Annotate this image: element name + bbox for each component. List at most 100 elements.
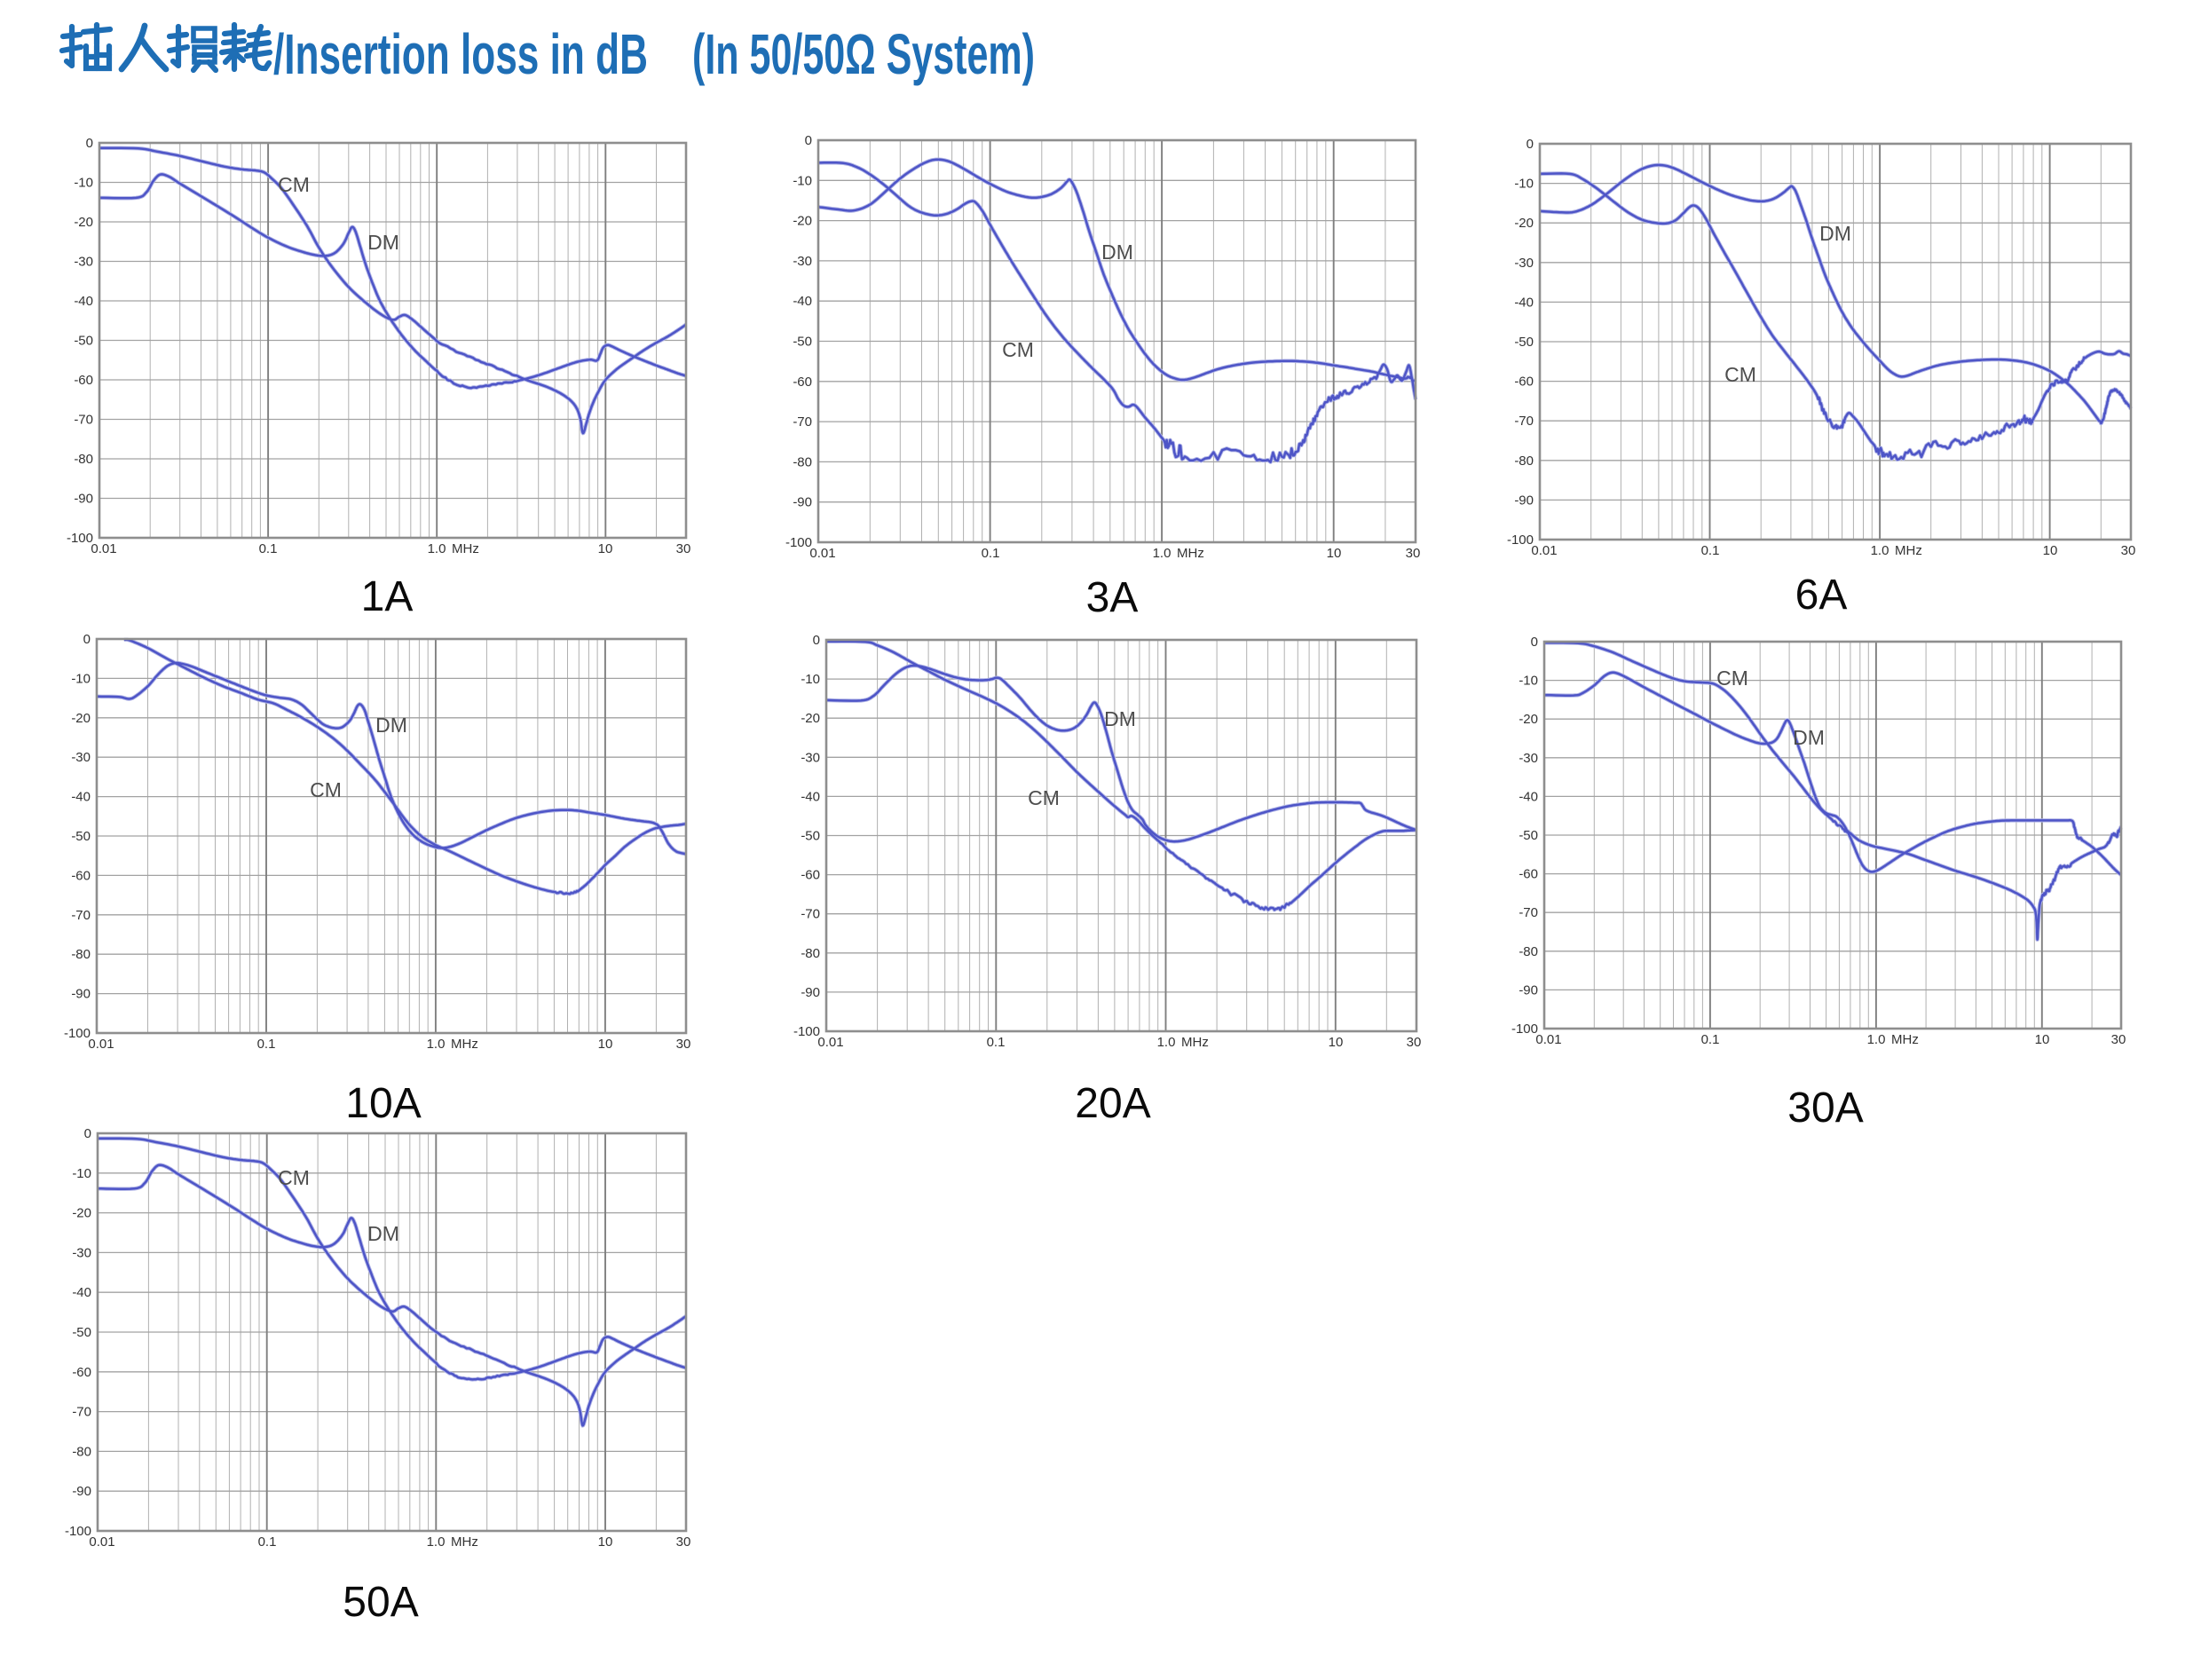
svg-text:-50: -50 (72, 1325, 91, 1340)
svg-text:-100: -100 (64, 1026, 91, 1041)
svg-text:-50: -50 (1519, 828, 1538, 843)
svg-text:-90: -90 (74, 492, 93, 507)
svg-text:-50: -50 (1514, 335, 1534, 350)
svg-text:10: 10 (2043, 543, 2058, 558)
svg-text:DM: DM (375, 714, 407, 737)
svg-text:-70: -70 (72, 1405, 91, 1420)
svg-text:-10: -10 (793, 173, 812, 188)
svg-text:-20: -20 (793, 214, 812, 229)
svg-text:MHz: MHz (1895, 543, 1922, 558)
svg-text:-20: -20 (801, 711, 820, 726)
svg-text:DM: DM (367, 231, 399, 254)
svg-text:-40: -40 (72, 1285, 91, 1300)
svg-text:-10: -10 (72, 1166, 91, 1181)
svg-text:-40: -40 (793, 294, 812, 309)
svg-text:30: 30 (1406, 546, 1421, 561)
svg-text:-70: -70 (74, 413, 93, 428)
svg-text:-80: -80 (72, 1444, 91, 1459)
svg-text:-90: -90 (71, 987, 91, 1002)
svg-text:-60: -60 (72, 1365, 91, 1380)
svg-text:30: 30 (676, 1534, 691, 1550)
svg-text:-10: -10 (801, 672, 820, 687)
svg-text:0.1: 0.1 (1701, 543, 1720, 558)
svg-text:-30: -30 (1519, 751, 1538, 766)
svg-text:1.0: 1.0 (1871, 543, 1889, 558)
svg-text:-80: -80 (793, 454, 812, 469)
svg-text:DM: DM (1104, 707, 1136, 730)
svg-text:30: 30 (676, 541, 691, 556)
svg-text:1A: 1A (361, 573, 414, 620)
svg-text:0.1: 0.1 (257, 1037, 276, 1052)
svg-text:-80: -80 (1514, 454, 1534, 469)
svg-text:0.1: 0.1 (259, 541, 278, 556)
svg-text:0: 0 (1531, 635, 1538, 650)
svg-text:-30: -30 (801, 750, 820, 765)
svg-text:-40: -40 (71, 790, 91, 805)
svg-text:-40: -40 (1514, 295, 1534, 310)
svg-text:MHz: MHz (1177, 546, 1204, 561)
svg-text:-20: -20 (74, 215, 93, 230)
svg-text:-80: -80 (801, 946, 820, 961)
svg-text:CM: CM (278, 1166, 310, 1189)
svg-text:-90: -90 (793, 495, 812, 510)
svg-text:10: 10 (2035, 1032, 2050, 1047)
svg-text:-100: -100 (65, 1524, 91, 1539)
svg-text:30A: 30A (1787, 1085, 1863, 1132)
svg-text:CM: CM (278, 173, 310, 196)
svg-text:0: 0 (805, 133, 812, 148)
svg-text:-30: -30 (71, 750, 91, 765)
svg-text:-70: -70 (71, 908, 91, 923)
svg-text:-100: -100 (67, 531, 93, 546)
svg-text:10: 10 (1329, 1035, 1344, 1050)
svg-text:-60: -60 (74, 373, 93, 388)
svg-text:0: 0 (83, 632, 91, 647)
svg-text:-70: -70 (1514, 414, 1534, 429)
svg-text:-100: -100 (785, 535, 812, 550)
svg-text:MHz: MHz (452, 541, 479, 556)
svg-text:0: 0 (1526, 137, 1534, 152)
svg-text:3A: 3A (1086, 574, 1139, 621)
svg-text:-20: -20 (1514, 216, 1534, 231)
svg-text:-80: -80 (1519, 944, 1538, 959)
svg-text:-60: -60 (1514, 375, 1534, 390)
svg-text:-60: -60 (801, 868, 820, 883)
svg-text:0.1: 0.1 (987, 1035, 1006, 1050)
svg-text:-50: -50 (801, 829, 820, 844)
svg-text:-60: -60 (793, 375, 812, 390)
svg-text:-40: -40 (1519, 789, 1538, 804)
svg-text:1.0: 1.0 (1153, 546, 1172, 561)
svg-text:-60: -60 (1519, 867, 1538, 882)
svg-text:6A: 6A (1795, 572, 1848, 619)
svg-text:-70: -70 (793, 414, 812, 430)
svg-text:-10: -10 (1514, 177, 1534, 192)
svg-text:-100: -100 (1511, 1021, 1538, 1037)
svg-text:0.1: 0.1 (982, 546, 1000, 561)
svg-text:0.1: 0.1 (258, 1534, 277, 1550)
svg-text:30: 30 (1407, 1035, 1422, 1050)
svg-text:MHz: MHz (1891, 1032, 1919, 1047)
svg-text:CM: CM (1002, 338, 1034, 361)
svg-text:-50: -50 (74, 334, 93, 349)
svg-text:0.1: 0.1 (1701, 1032, 1720, 1047)
svg-text:-30: -30 (793, 254, 812, 269)
svg-text:-100: -100 (1507, 532, 1534, 548)
svg-text:0: 0 (86, 136, 93, 151)
svg-text:10: 10 (598, 541, 613, 556)
svg-text:30: 30 (2111, 1032, 2126, 1047)
svg-text:/Insertion loss in dB: /Insertion loss in dB (273, 22, 648, 86)
svg-text:1.0: 1.0 (427, 1534, 446, 1550)
svg-text:-100: -100 (793, 1024, 820, 1039)
svg-text:-20: -20 (72, 1206, 91, 1221)
svg-text:-60: -60 (71, 868, 91, 883)
svg-text:10: 10 (598, 1534, 613, 1550)
svg-text:10: 10 (598, 1037, 613, 1052)
svg-text:CM: CM (1028, 786, 1060, 809)
svg-text:DM: DM (367, 1222, 399, 1245)
svg-text:-50: -50 (793, 335, 812, 350)
svg-text:0.01: 0.01 (817, 1035, 843, 1050)
svg-text:0.01: 0.01 (809, 546, 835, 561)
svg-text:10: 10 (1327, 546, 1342, 561)
svg-text:-90: -90 (1514, 493, 1534, 508)
svg-text:-80: -80 (71, 947, 91, 962)
svg-text:-90: -90 (801, 985, 820, 1000)
